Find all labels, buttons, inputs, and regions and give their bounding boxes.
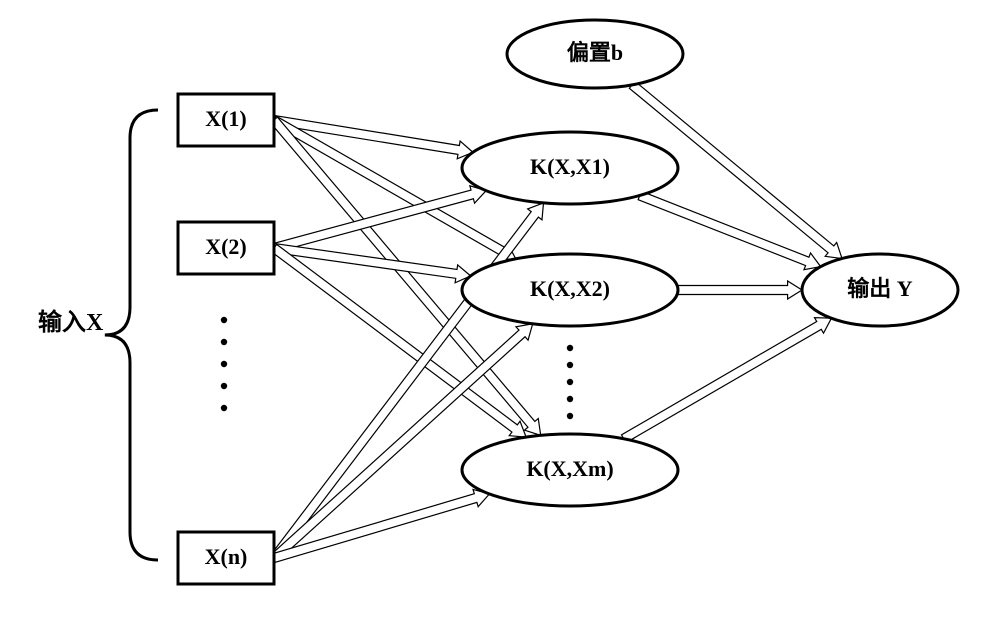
edge-km-y (622, 318, 832, 443)
input-vdots (221, 383, 227, 389)
hidden-node-k1-label: K(X,X1) (530, 154, 610, 179)
input-vdots (221, 361, 227, 367)
hidden-vdots (567, 379, 573, 385)
output-node-label: 输出 Y (847, 276, 913, 301)
hidden-vdots (567, 345, 573, 351)
hidden-vdots (567, 413, 573, 419)
hidden-vdots (567, 362, 573, 368)
input-vdots (221, 339, 227, 345)
edge-x2-k2 (273, 244, 470, 283)
edge-xn-k2 (271, 324, 533, 562)
input-label: 输入X (38, 308, 104, 336)
input-node-x2-label: X(2) (205, 234, 247, 259)
input-vdots (221, 317, 227, 323)
hidden-node-k2-label: K(X,X2) (530, 276, 610, 301)
hidden-vdots (567, 396, 573, 402)
edge-k1-y (638, 191, 820, 269)
nodes-layer (105, 20, 958, 584)
edge-k2-y (678, 281, 802, 299)
hidden-node-km-label: K(X,Xm) (526, 456, 613, 481)
input-vdots (221, 405, 227, 411)
input-node-xn-label: X(n) (205, 544, 248, 569)
input-brace (105, 110, 158, 560)
input-node-x1-label: X(1) (205, 106, 247, 131)
bias-node-label: 偏置b (567, 40, 623, 65)
network-diagram: X(1) X(2) X(n) 偏置b K(X,X1) K(X,X2) K(X,Xm) 输出 Y… (0, 0, 1000, 626)
